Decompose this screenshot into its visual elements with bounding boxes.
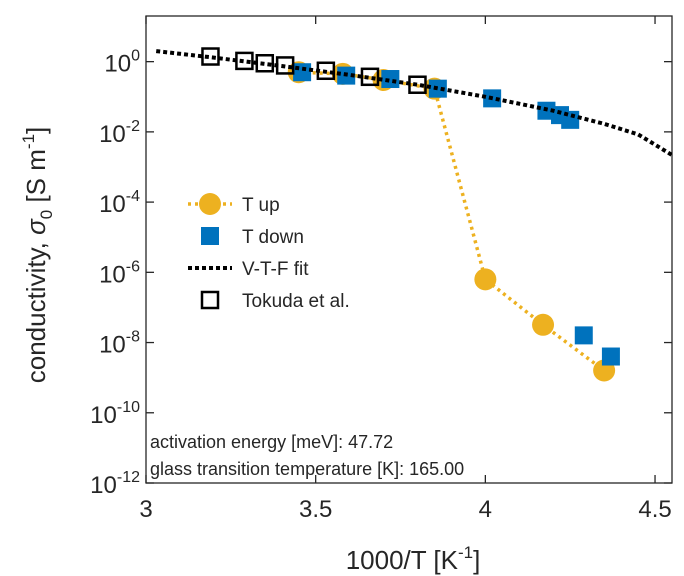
legend-label: T up [242,195,280,216]
tokuda-point [408,75,427,94]
x-tick-label: 3 [139,496,152,523]
tokuda-point [201,47,220,66]
y-axis-label: conductivity, σ0 [S m-1] [19,127,56,384]
t-down-point [428,79,447,98]
x-tick-label: 4.5 [638,496,671,523]
tokuda-point [275,56,295,75]
legend-label: T down [242,227,304,248]
legend-marker [200,290,220,310]
y-tick-label: 100 [104,48,140,78]
t-down-point [574,326,593,345]
y-tick-label: 10-8 [99,329,140,359]
series-layer [155,47,672,382]
ticks-layer: 3 3.5 4 4.5 100 10-2 10-4 10-6 10-8 10-10 10-12 [90,16,672,523]
legend-entry: T up [188,193,280,216]
legend-entry: T down [201,227,304,248]
x-axis-label: 1000/T [K-1] [346,543,481,575]
y-tick-label: 10-2 [99,118,140,148]
y-tick-label: 10-4 [99,188,140,218]
legend-label: V-T-F fit [242,259,309,280]
annotation-activation-energy: activation energy [meV]: 47.72 [150,432,393,452]
axes-frame [145,15,673,484]
tokuda-point [255,54,275,73]
legend-marker [201,227,219,245]
x-tick-label: 4 [479,496,492,523]
t-up-point [532,313,555,336]
legend-entry: Tokuda et al. [200,290,350,312]
annotation-glass-transition: glass transition temperature [K]: 165.00 [150,459,464,479]
legend-entry: V-T-F fit [188,259,309,280]
t-down-point [601,347,620,366]
x-tick-label: 3.5 [299,496,332,523]
tokuda-point [360,67,380,87]
legend-label: Tokuda et al. [242,291,350,312]
t-down-point [381,70,400,89]
plot-frame [145,15,673,484]
t-up-point [474,268,497,291]
y-tick-label: 10-10 [90,399,140,429]
vtf-fit-line [155,49,672,157]
y-tick-label: 10-6 [99,258,140,288]
y-tick-label: 10-12 [90,469,140,499]
legend: T up T down V-T-F fit Tokuda et al. [188,193,350,312]
tokuda-point [316,61,336,81]
t-down-point [561,110,580,129]
legend-marker [199,193,221,215]
tokuda-point [235,51,254,71]
